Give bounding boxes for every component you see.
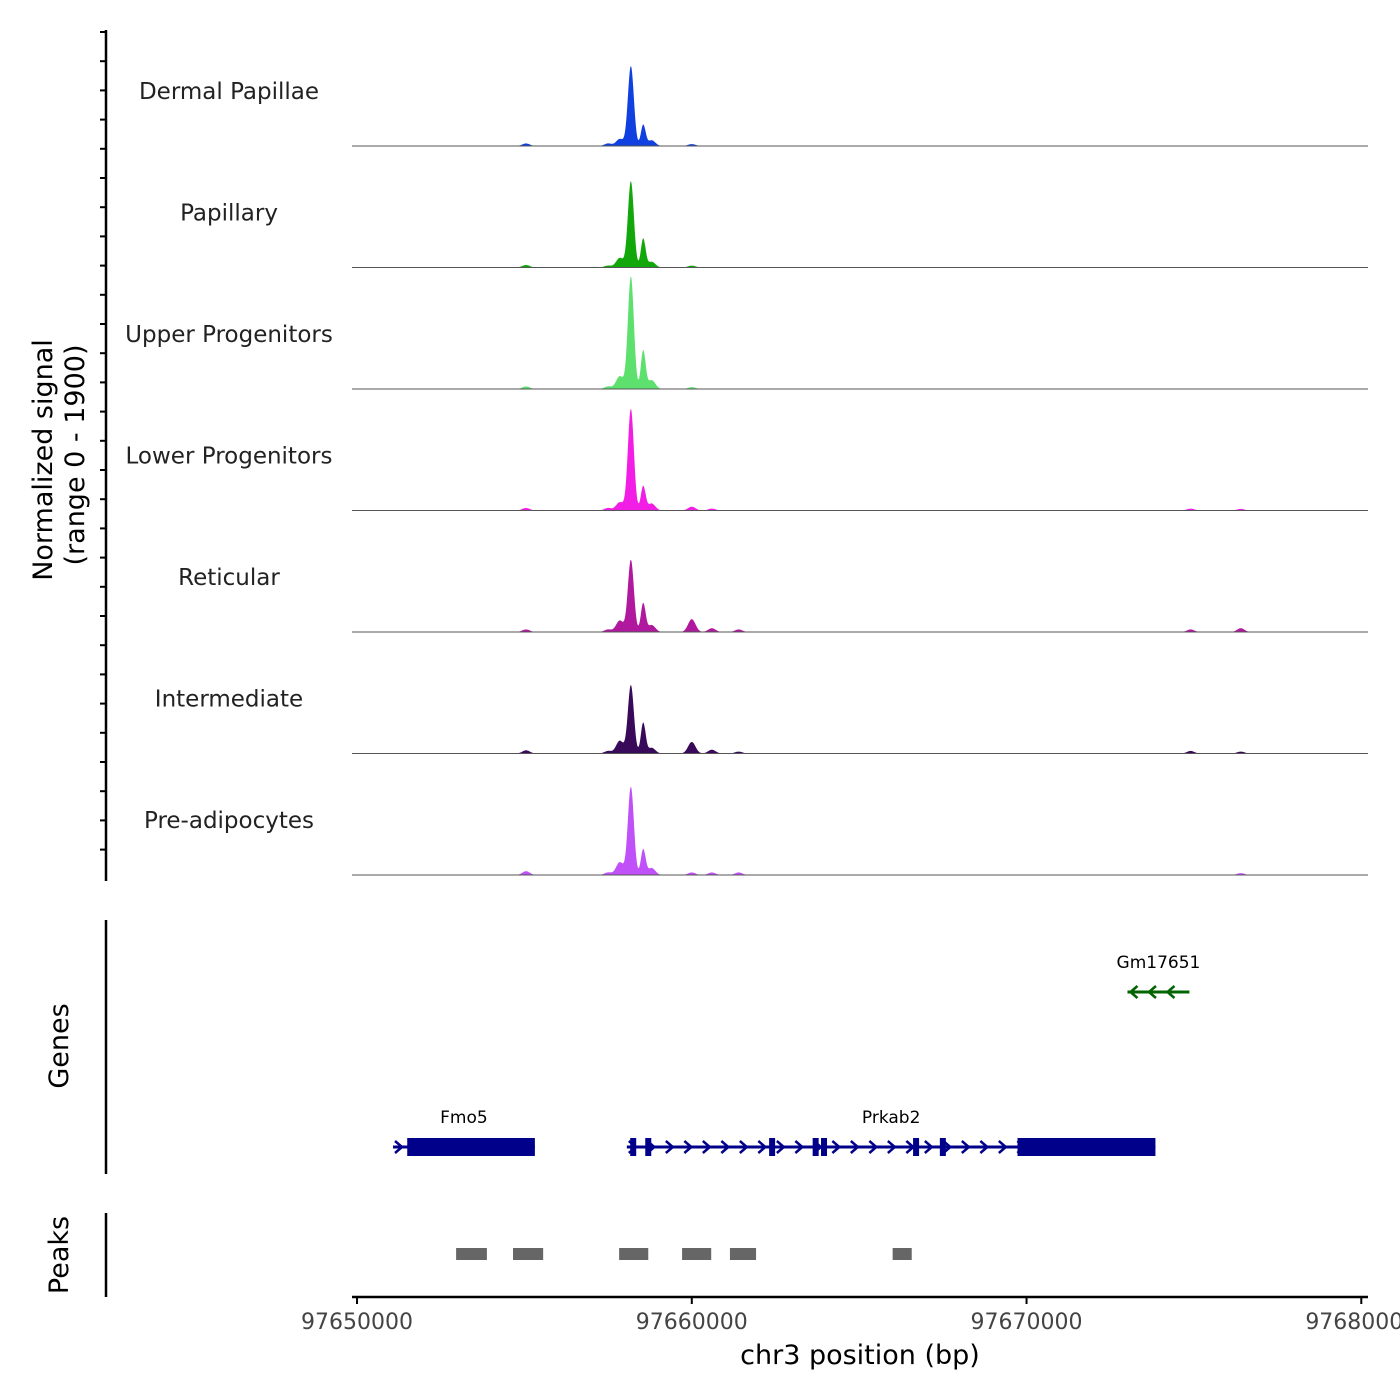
track-label: Upper Progenitors [125,322,333,348]
gene-exon [630,1138,637,1156]
strand-arrow-icon [1147,985,1157,999]
x-axis-label: chr3 position (bp) [740,1340,980,1371]
strand-arrow-icon [683,1140,694,1154]
genes-axis-label: Genes [44,1003,75,1088]
gene-exon [939,1138,946,1156]
x-tick-label: 97680000 [1305,1310,1400,1335]
track-label: Pre-adipocytes [144,808,314,834]
strand-arrow-icon [979,1140,990,1154]
signal-area-4 [352,559,1368,632]
strand-arrow-icon [665,1140,675,1154]
gene-exon [913,1138,920,1156]
peak-region [619,1248,649,1260]
signal-area-2 [352,276,1368,389]
strand-arrow-icon [961,1140,971,1154]
track-label: Papillary [180,201,278,227]
strand-arrow-icon [850,1140,860,1154]
gene-label: Prkab2 [862,1108,921,1128]
track-label: Reticular [178,565,280,591]
peak-region [892,1248,912,1260]
gene-label: Gm17651 [1117,953,1201,973]
gene-label: Fmo5 [440,1108,488,1128]
peak-region [682,1248,712,1260]
strand-arrow-icon [1128,985,1139,999]
track-label: Dermal Papillae [139,79,319,105]
gene-exon-block [1017,1138,1156,1156]
peaks-axis-label: Peaks [44,1216,75,1294]
peak-region [729,1248,757,1260]
strand-arrow-icon [720,1140,731,1154]
strand-arrow-icon [757,1140,768,1154]
strand-arrow-icon [394,1140,404,1154]
gene-exon [821,1138,828,1156]
strand-arrow-icon [924,1140,934,1154]
x-tick-label: 97660000 [636,1310,748,1335]
strand-arrow-icon [794,1140,805,1154]
x-tick-label: 97650000 [301,1310,413,1335]
y-axis-label-line2: (range 0 - 1900) [60,345,91,566]
strand-arrow-icon [868,1140,879,1154]
strand-arrow-icon [831,1140,842,1154]
strand-arrow-icon [702,1140,712,1154]
strand-arrow-icon [739,1140,749,1154]
track-label: Lower Progenitors [126,444,333,470]
signal-area-0 [352,66,1368,146]
strand-arrow-icon [1165,985,1176,999]
y-axis-label-line1: Normalized signal [28,339,59,581]
gene-exon [769,1138,776,1156]
peak-region [456,1248,487,1260]
strand-arrow-icon [998,1140,1008,1154]
signal-area-3 [352,408,1368,511]
signal-area-1 [352,181,1368,268]
strand-arrow-icon [776,1140,786,1154]
gene-exon [645,1138,652,1156]
track-label: Intermediate [155,687,303,713]
peak-region [513,1248,544,1260]
gene-exon [812,1138,819,1156]
signal-area-5 [352,685,1368,754]
gene-exon-block [407,1138,535,1156]
strand-arrow-icon [887,1140,897,1154]
signal-area-6 [352,786,1368,875]
x-tick-label: 97670000 [971,1310,1083,1335]
